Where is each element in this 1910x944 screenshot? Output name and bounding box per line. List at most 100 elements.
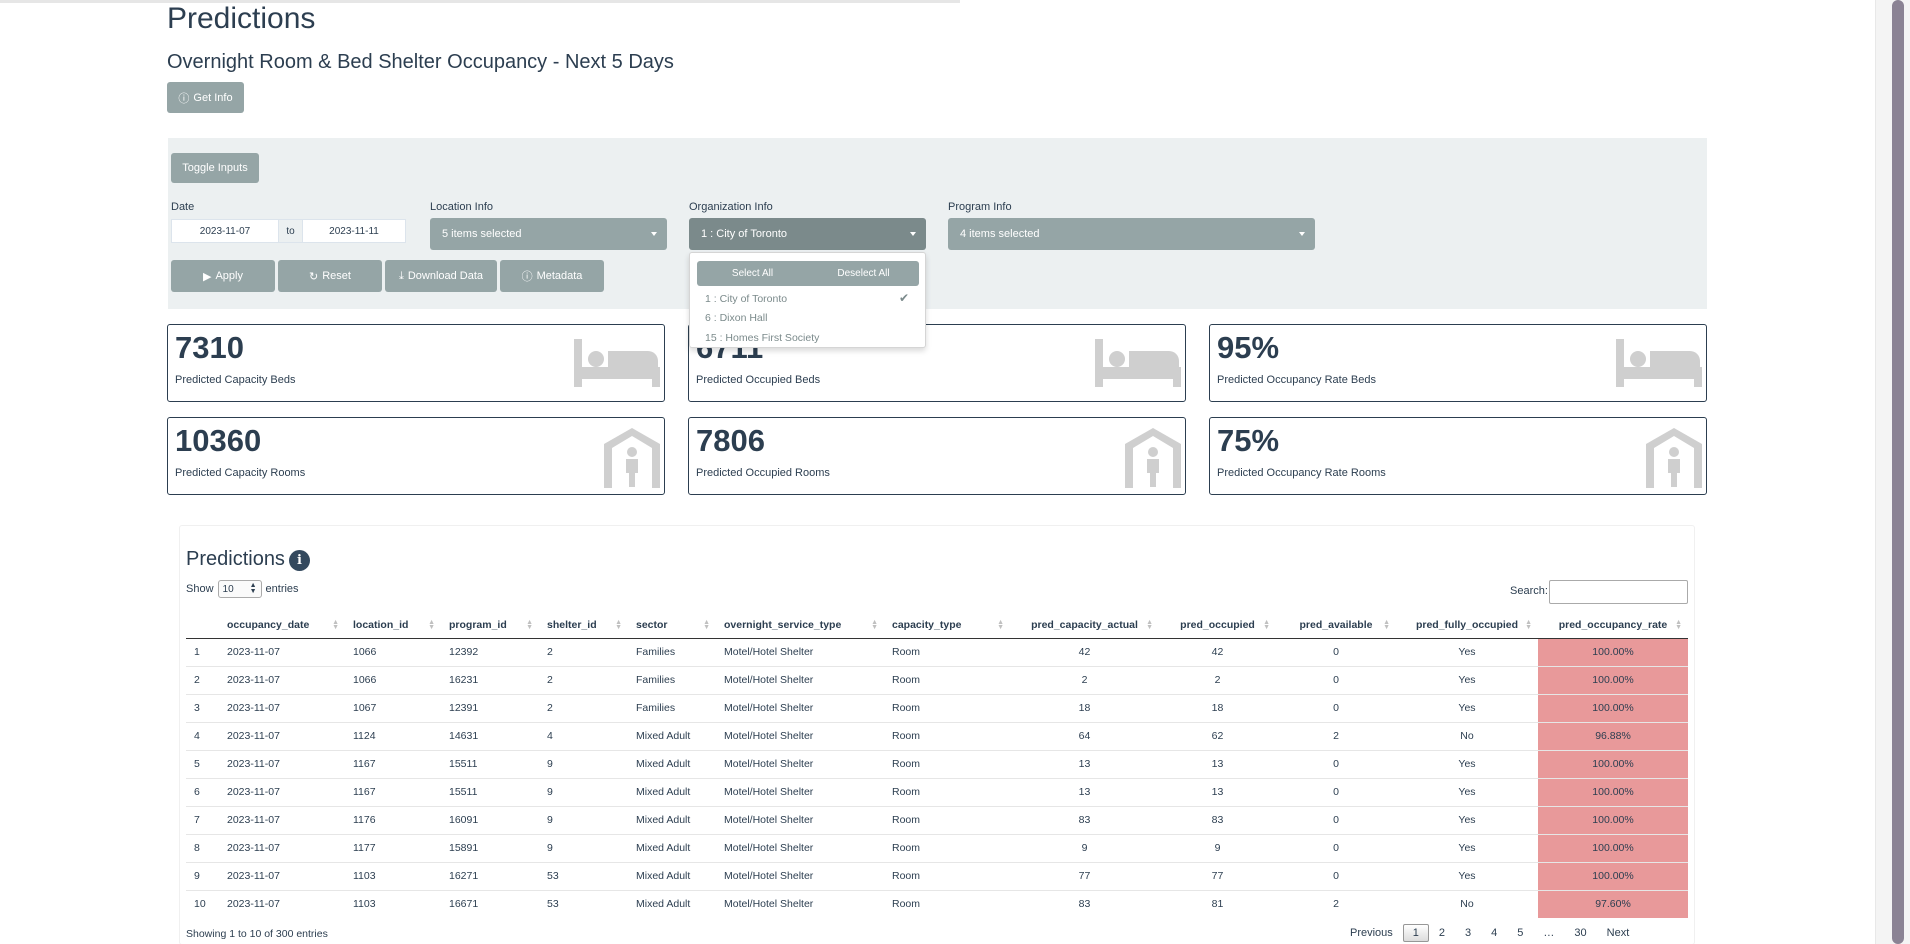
cell-pred-occupied: 62 bbox=[1159, 721, 1276, 750]
cell-pred-occupied: 13 bbox=[1159, 777, 1276, 806]
dropdown-option[interactable]: 1 : City of Toronto bbox=[705, 293, 788, 305]
page-button[interactable]: 2 bbox=[1438, 927, 1446, 939]
cell-program-id: 15511 bbox=[441, 749, 539, 778]
info-circle-icon: ⓘ bbox=[521, 271, 533, 283]
page-button[interactable]: 1 bbox=[1402, 924, 1429, 942]
cell-overnight-service-type: Motel/Hotel Shelter bbox=[716, 833, 884, 862]
cell-pred-fully-occupied: Yes bbox=[1396, 665, 1538, 694]
row-index-cell: 10 bbox=[186, 889, 219, 918]
cell-pred-fully-occupied: Yes bbox=[1396, 833, 1538, 862]
program-picker-value: 4 items selected bbox=[960, 228, 1040, 240]
table-row[interactable]: 8 2023-11-07 1177 15891 9 Mixed Adult Motel/Ho… bbox=[186, 833, 1688, 862]
cell-occupancy-date: 2023-11-07 bbox=[219, 749, 345, 778]
cell-pred-fully-occupied: Yes bbox=[1396, 693, 1538, 722]
cell-capacity-type: Room bbox=[884, 749, 1010, 778]
location-picker[interactable]: 5 items selected bbox=[430, 218, 667, 250]
cell-pred-available: 0 bbox=[1276, 833, 1396, 862]
cell-location-id: 1176 bbox=[345, 805, 441, 834]
column-header-pred-capacity-actual[interactable]: pred_capacity_actual ▲ ▼ bbox=[1010, 612, 1159, 639]
column-header-shelter-id[interactable]: shelter_id ▲ ▼ bbox=[539, 612, 628, 639]
metadata-button[interactable]: ⓘ Metadata bbox=[500, 260, 604, 292]
cell-overnight-service-type: Motel/Hotel Shelter bbox=[716, 805, 884, 834]
select-all-button[interactable]: Select All bbox=[731, 268, 774, 279]
table-row[interactable]: 4 2023-11-07 1124 14631 4 Mixed Adult Motel/Ho… bbox=[186, 721, 1688, 750]
table-row[interactable]: 6 2023-11-07 1167 15511 9 Mixed Adult Motel/Ho… bbox=[186, 777, 1688, 806]
value-box-value: 7806 bbox=[696, 423, 765, 458]
sort-icon: ▲ ▼ bbox=[526, 619, 533, 631]
page-button[interactable]: 5 bbox=[1517, 927, 1524, 939]
table-row[interactable]: 5 2023-11-07 1167 15511 9 Mixed Adult Motel/Ho… bbox=[186, 749, 1688, 778]
download-data-button[interactable]: ⤓ Download Data bbox=[385, 260, 497, 292]
value-box-occupied-beds: 6711 Predicted Occupied Beds bbox=[688, 324, 1186, 402]
column-header-location-id[interactable]: location_id ▲ ▼ bbox=[345, 612, 441, 639]
column-header-capacity-type[interactable]: capacity_type ▲ ▼ bbox=[884, 612, 1010, 639]
column-header-program-id[interactable]: program_id ▲ ▼ bbox=[441, 612, 539, 639]
cell-pred-occupied: 83 bbox=[1159, 805, 1276, 834]
organization-picker[interactable]: 1 : City of Toronto bbox=[689, 218, 926, 250]
cell-pred-capacity-actual: 83 bbox=[1010, 889, 1159, 918]
column-header-pred-fully-occupied[interactable]: pred_fully_occupied ▲ ▼ bbox=[1396, 612, 1538, 639]
cell-program-id: 16671 bbox=[441, 889, 539, 918]
table-row[interactable]: 7 2023-11-07 1176 16091 9 Mixed Adult Motel/Ho… bbox=[186, 805, 1688, 834]
sort-icon: ▲ ▼ bbox=[997, 619, 1004, 631]
reset-button[interactable]: ↻ Reset bbox=[278, 260, 382, 292]
page-button[interactable]: 30 bbox=[1574, 927, 1587, 939]
cell-pred-occupancy-rate: 100.00% bbox=[1538, 833, 1688, 862]
toggle-inputs-button[interactable]: Toggle Inputs bbox=[171, 153, 259, 183]
next-page-button[interactable]: Next bbox=[1606, 927, 1630, 939]
apply-button[interactable]: ▶ Apply bbox=[171, 260, 275, 292]
scroll-divider bbox=[1875, 0, 1876, 944]
dropdown-option[interactable]: 15 : Homes First Society bbox=[705, 332, 820, 344]
cell-location-id: 1124 bbox=[345, 721, 441, 750]
column-header-pred-occupied[interactable]: pred_occupied ▲ ▼ bbox=[1159, 612, 1276, 639]
sort-icon: ▲ ▼ bbox=[1146, 619, 1153, 631]
cell-sector: Families bbox=[628, 665, 716, 694]
page-button[interactable]: 4 bbox=[1491, 927, 1498, 939]
cell-shelter-id: 9 bbox=[539, 833, 628, 862]
cell-pred-occupied: 81 bbox=[1159, 889, 1276, 918]
cell-shelter-id: 2 bbox=[539, 665, 628, 694]
previous-page-button[interactable]: Previous bbox=[1350, 927, 1393, 939]
column-header-occupancy-date[interactable]: occupancy_date ▲ ▼ bbox=[219, 612, 345, 639]
row-index-cell: 7 bbox=[186, 805, 219, 834]
scrollbar[interactable] bbox=[1876, 0, 1910, 944]
cell-overnight-service-type: Motel/Hotel Shelter bbox=[716, 693, 884, 722]
column-header-pred-available[interactable]: pred_available ▲ ▼ bbox=[1276, 612, 1396, 639]
bed-icon bbox=[1616, 339, 1702, 387]
date-to-input[interactable]: 2023-11-11 bbox=[302, 219, 406, 243]
cell-capacity-type: Room bbox=[884, 777, 1010, 806]
cell-pred-occupancy-rate: 100.00% bbox=[1538, 693, 1688, 722]
page-button[interactable]: 3 bbox=[1465, 927, 1472, 939]
cell-program-id: 12391 bbox=[441, 693, 539, 722]
organization-dropdown-menu: Select All Deselect All 1 : City of Toro… bbox=[689, 252, 926, 348]
search-input[interactable] bbox=[1549, 580, 1688, 604]
cell-pred-capacity-actual: 77 bbox=[1010, 861, 1159, 890]
date-range-separator: to bbox=[279, 219, 302, 243]
get-info-button[interactable]: ⓘ Get Info bbox=[167, 82, 244, 113]
date-from-input[interactable]: 2023-11-07 bbox=[171, 219, 279, 243]
dropdown-option[interactable]: 6 : Dixon Hall bbox=[705, 312, 768, 324]
cell-overnight-service-type: Motel/Hotel Shelter bbox=[716, 721, 884, 750]
predictions-table-title: Predictions bbox=[186, 548, 285, 570]
page-ellipsis: … bbox=[1543, 927, 1555, 939]
table-row[interactable]: 3 2023-11-07 1067 12391 2 Families Motel/Hotel… bbox=[186, 693, 1688, 722]
column-header-overnight-service-type[interactable]: overnight_service_type ▲ ▼ bbox=[716, 612, 884, 639]
organization-label: Organization Info bbox=[689, 201, 773, 213]
page-length-select[interactable]: 10 ▲ ▼ bbox=[217, 580, 262, 598]
column-header-pred-occupancy-rate[interactable]: pred_occupancy_rate ▲ ▼ bbox=[1538, 612, 1688, 639]
table-row[interactable]: 1 2023-11-07 1066 12392 2 Families Motel/Hotel… bbox=[186, 637, 1688, 666]
page-subtitle: Overnight Room & Bed Shelter Occupancy -… bbox=[167, 51, 674, 73]
metadata-label: Metadata bbox=[536, 270, 583, 282]
cell-shelter-id: 9 bbox=[539, 777, 628, 806]
scrollbar-thumb[interactable] bbox=[1892, 0, 1904, 944]
bed-icon bbox=[1095, 339, 1181, 387]
deselect-all-button[interactable]: Deselect All bbox=[837, 268, 890, 279]
table-row[interactable]: 10 2023-11-07 1103 16671 53 Mixed Adult Motel/… bbox=[186, 889, 1688, 918]
table-row[interactable]: 9 2023-11-07 1103 16271 53 Mixed Adult Motel/H… bbox=[186, 861, 1688, 890]
program-picker[interactable]: 4 items selected bbox=[948, 218, 1315, 250]
column-header-sector[interactable]: sector ▲ ▼ bbox=[628, 612, 716, 639]
table-row[interactable]: 2 2023-11-07 1066 16231 2 Families Motel/Hotel… bbox=[186, 665, 1688, 694]
cell-shelter-id: 4 bbox=[539, 721, 628, 750]
value-box-caption: Predicted Capacity Rooms bbox=[175, 467, 306, 479]
info-icon[interactable]: i bbox=[289, 550, 310, 571]
